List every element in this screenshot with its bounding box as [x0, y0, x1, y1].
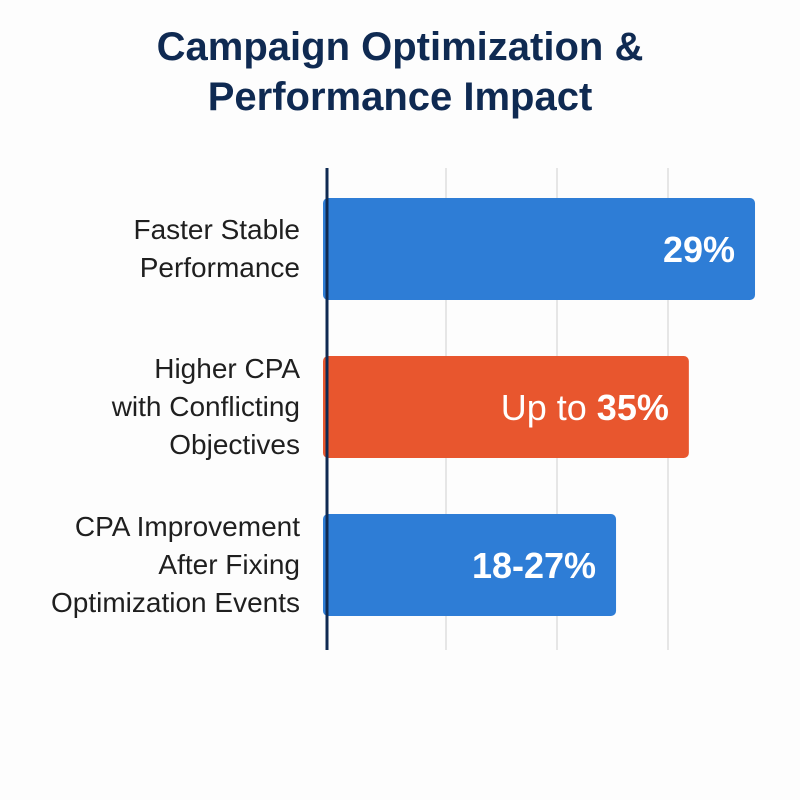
bar-1	[323, 198, 756, 300]
category-label-line: Objectives	[169, 429, 300, 460]
bar-2	[323, 356, 689, 458]
data-label-2: Up to 35%	[501, 387, 669, 428]
data-label-1: 29%	[663, 229, 735, 270]
category-label-line: with Conflicting	[111, 391, 300, 422]
category-label-line: Optimization Events	[51, 587, 300, 618]
category-label-line: CPA Improvement	[74, 511, 300, 542]
title-line-2: Performance Impact	[207, 75, 593, 119]
category-label-line: After Fixing	[158, 549, 300, 580]
category-label-line: Faster Stable	[133, 214, 300, 245]
data-label-3: 18-27%	[472, 545, 596, 586]
chart-title: Campaign Optimization & Performance Impa…	[0, 22, 800, 122]
data-label-value: 18-27%	[472, 545, 596, 586]
category-label-line: Higher CPA	[154, 353, 300, 384]
data-label-value: 35%	[597, 387, 669, 428]
category-label-line: Performance	[139, 252, 300, 283]
category-label-1: Faster Stable Performance	[133, 211, 300, 287]
category-label-3: CPA Improvement After Fixing Optimization …	[51, 508, 300, 622]
data-label-prefix: Up to	[501, 387, 597, 428]
category-label-2: Higher CPA with Conflicting Objectives	[112, 350, 300, 464]
bar-3	[323, 514, 617, 616]
title-line-1: Campaign Optimization &	[156, 25, 644, 69]
data-label-value: 29%	[663, 229, 735, 270]
